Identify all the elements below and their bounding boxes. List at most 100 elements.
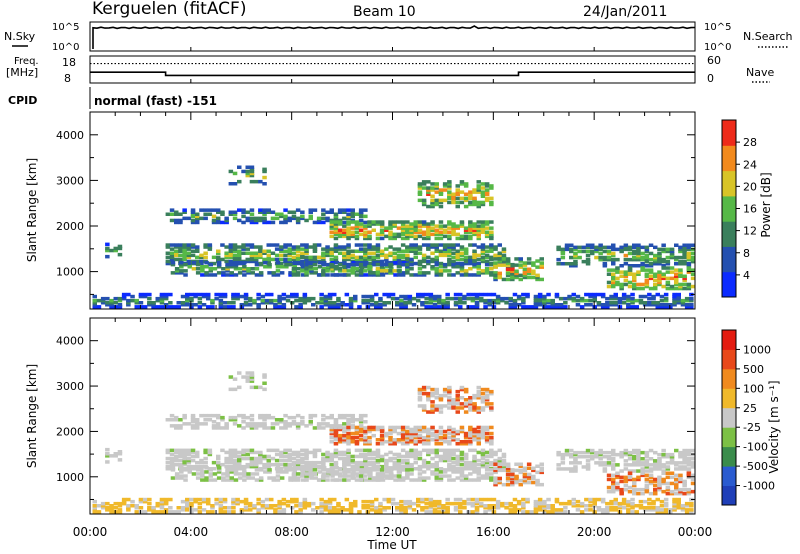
power-cell [304,273,309,277]
velocity-cell [232,418,238,422]
velocity-cell [375,474,381,478]
power-cell [405,262,410,267]
power-cell [292,271,297,275]
velocity-cell [642,508,648,512]
velocity-cell [312,452,318,457]
power-cell [682,286,687,291]
power-cell [447,257,452,262]
power-cell [375,262,381,267]
velocity-cell [518,464,523,468]
power-cell [337,232,343,237]
power-cell [518,263,523,267]
power-cell [623,245,629,250]
power-cell [491,305,497,309]
velocity-cell [463,433,469,438]
power-cell [661,264,666,268]
velocity-cell [291,472,297,476]
velocity-cell [447,442,452,446]
velocity-cell [245,371,250,375]
power-cell [329,249,334,253]
power-cell [619,247,624,252]
power-cell [501,277,507,282]
velocity-cell [426,391,431,396]
velocity-cell [640,461,645,465]
velocity-cell [647,497,652,502]
power-cell [316,216,322,221]
velocity-cell [455,406,460,410]
velocity-cell [363,448,368,453]
velocity-cell [163,510,169,514]
power-cell [242,265,247,269]
power-cell [430,194,435,198]
velocity-cell [686,471,692,475]
power-cell [185,294,190,299]
velocity-cell [405,468,410,472]
power-cell [159,301,165,305]
power-cell [346,265,351,269]
velocity-cell [459,478,465,482]
velocity-cell [178,452,183,457]
power-cell [232,216,238,221]
power-cell [178,257,183,262]
power-cell [665,270,671,274]
velocity-cell [249,448,255,453]
velocity-cell [474,510,480,514]
power-cell [256,296,261,301]
power-cell [200,265,205,269]
velocity-cell [505,462,511,466]
velocity-cell [512,506,518,510]
velocity-cell [426,393,431,398]
velocity-cell [222,506,228,510]
power-cell [413,251,418,255]
velocity-cell [216,462,221,467]
velocity-cell [611,459,616,463]
velocity-cell [186,448,192,453]
velocity-cell [617,510,623,514]
power-cell [263,260,268,265]
power-cell [195,249,200,253]
power-cell [109,303,114,307]
velocity-cell [232,450,238,455]
power-cell [437,298,442,303]
velocity-cell [363,462,368,467]
power-cell [401,271,407,275]
power-cell [262,212,267,216]
velocity-cell [203,418,208,422]
velocity-cell [661,477,666,482]
power-cell [109,301,114,305]
velocity-cell [279,426,284,430]
velocity-cell [455,448,460,453]
velocity-cell [309,474,314,478]
power-cell [455,255,460,260]
velocity-cell [266,413,271,418]
power-cell [333,212,339,216]
velocity-cell [455,458,460,463]
velocity-cell [358,474,364,478]
velocity-cell [358,468,364,472]
velocity-cell [665,491,671,496]
velocity-cell [224,426,229,430]
velocity-cell [350,431,355,436]
power-cell [342,253,347,258]
power-cell [403,296,408,301]
power-cell [249,243,255,247]
velocity-cell [476,435,481,440]
power-cell [295,245,301,249]
power-cell [619,249,624,254]
velocity-cell [371,450,376,455]
power-cell [569,249,574,254]
velocity-cell [634,510,639,514]
power-cell [651,301,656,305]
velocity-cell [179,466,184,470]
power-cell [357,305,362,309]
velocity-cell [147,501,152,506]
velocity-cell [657,477,662,482]
power-cell [426,236,431,241]
velocity-cell [640,469,645,473]
power-cell [390,292,396,297]
velocity-cell [269,497,274,502]
velocity-cell [392,456,397,461]
velocity-cell [216,424,221,428]
velocity-cell [655,510,660,514]
velocity-cell [434,478,439,482]
